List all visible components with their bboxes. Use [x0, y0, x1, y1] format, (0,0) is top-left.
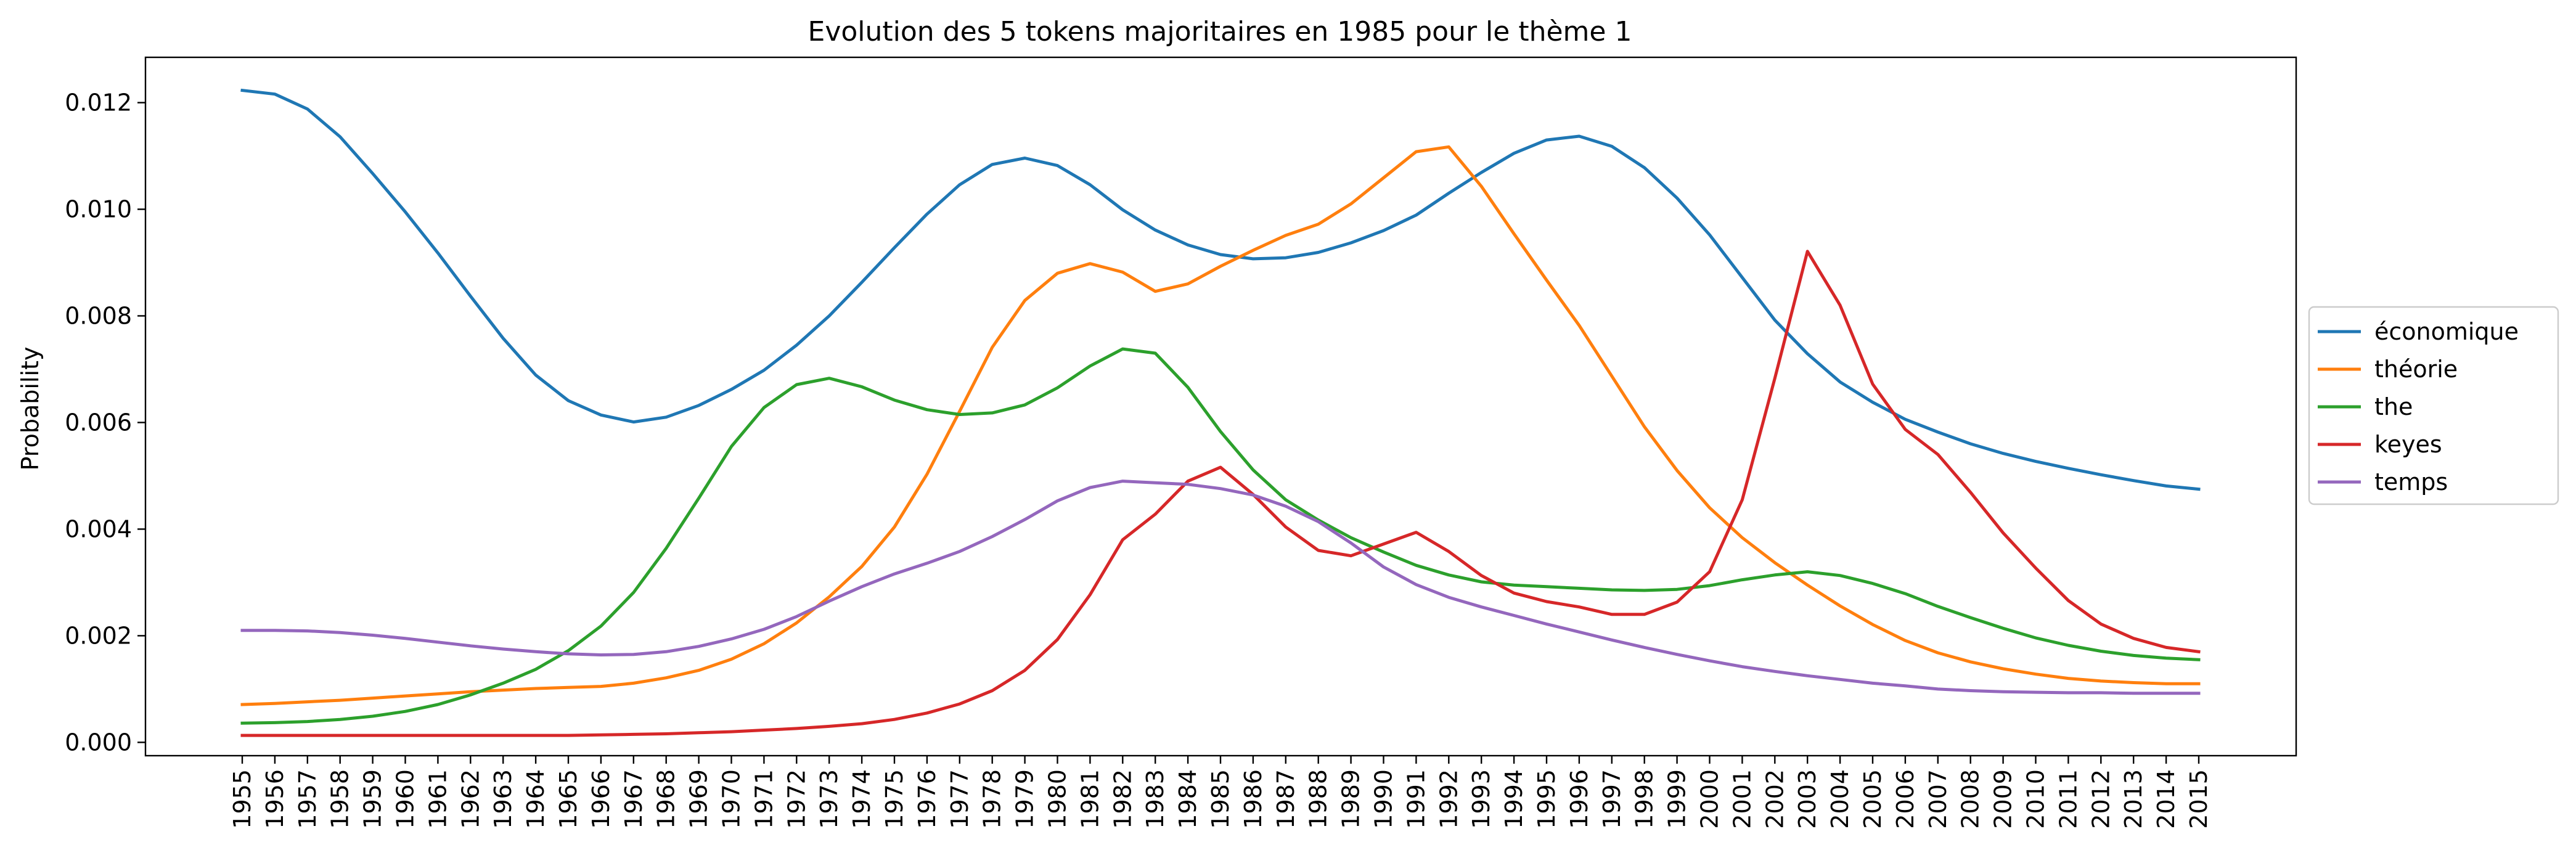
- x-axis-ticks: 1955 1956 1957 1958 1959 1960 1961 1962 1963 1964…: [229, 756, 2212, 829]
- x-tick-label: 2004: [1826, 769, 1854, 829]
- x-tick-label: 2009: [1990, 769, 2017, 829]
- x-tick-label: 1978: [979, 769, 1006, 829]
- legend-label-2: the: [2374, 393, 2413, 420]
- x-tick-label: 1968: [653, 769, 680, 829]
- legend-label-1: théorie: [2374, 356, 2458, 383]
- x-tick-label: 1956: [261, 769, 288, 829]
- y-tick-label: 0.006: [65, 409, 132, 436]
- series-line-1: [240, 145, 2201, 706]
- x-tick-label: 1977: [946, 769, 973, 829]
- y-tick-label: 0.002: [65, 622, 132, 649]
- x-tick-label: 1965: [555, 769, 582, 829]
- x-tick-label: 1973: [816, 769, 843, 829]
- x-tick-label: 1961: [424, 769, 451, 829]
- legend-box: [2308, 306, 2559, 505]
- x-tick-label: 1994: [1500, 769, 1527, 829]
- x-tick-label: 2002: [1761, 769, 1788, 829]
- x-tick-label: 1986: [1240, 769, 1267, 829]
- x-tick-label: 1958: [327, 769, 354, 829]
- x-tick-label: 2011: [2055, 769, 2082, 829]
- x-tick-label: 1990: [1370, 769, 1397, 829]
- x-tick-label: 2001: [1728, 769, 1756, 829]
- x-tick-label: 2008: [1957, 769, 1984, 829]
- x-tick-label: 1979: [1012, 769, 1039, 829]
- x-tick-label: 2003: [1794, 769, 1821, 829]
- x-tick-label: 1971: [750, 769, 777, 829]
- x-tick-label: 1999: [1664, 769, 1691, 829]
- x-tick-label: 1966: [587, 769, 615, 829]
- legend-label-4: temps: [2374, 468, 2448, 496]
- x-tick-label: 1964: [522, 769, 549, 829]
- legend-label-3: keyes: [2374, 431, 2442, 458]
- x-tick-label: 1975: [881, 769, 908, 829]
- x-tick-label: 1983: [1142, 769, 1169, 829]
- x-tick-label: 2006: [1892, 769, 1919, 829]
- series-line-0: [240, 88, 2201, 491]
- x-tick-label: 1969: [685, 769, 713, 829]
- plot-frame: [144, 56, 2297, 757]
- x-tick-label: 2000: [1696, 769, 1723, 829]
- x-tick-label: 1995: [1533, 769, 1560, 829]
- y-tick-label: 0.012: [65, 89, 132, 116]
- y-axis-ticks: 0.000 0.002 0.004 0.006 0.008 0.010 0.012: [65, 89, 145, 756]
- x-tick-label: 2014: [2153, 769, 2180, 829]
- x-tick-label: 1957: [294, 769, 321, 829]
- x-tick-label: 2007: [1924, 769, 1952, 829]
- x-tick-label: 1985: [1207, 769, 1234, 829]
- x-tick-label: 1972: [783, 769, 810, 829]
- x-tick-label: 1981: [1076, 769, 1103, 829]
- x-tick-label: 1989: [1338, 769, 1365, 829]
- x-tick-label: 1959: [359, 769, 386, 829]
- series-line-2: [240, 347, 2201, 725]
- x-tick-label: 1982: [1109, 769, 1136, 829]
- x-tick-label: 1976: [914, 769, 941, 829]
- x-tick-label: 2015: [2185, 769, 2212, 829]
- x-tick-label: 2005: [1859, 769, 1886, 829]
- series-line-3: [240, 250, 2201, 737]
- x-tick-label: 1960: [392, 769, 419, 829]
- x-tick-label: 1996: [1566, 769, 1593, 829]
- series-line-4: [240, 480, 2201, 695]
- chart-title: Evolution des 5 tokens majoritaires en 1…: [808, 16, 1632, 47]
- x-tick-label: 1998: [1631, 769, 1658, 829]
- x-tick-label: 1967: [620, 769, 647, 829]
- x-tick-label: 2012: [2087, 769, 2114, 829]
- x-tick-label: 1974: [848, 769, 875, 829]
- x-tick-label: 1984: [1174, 769, 1201, 829]
- y-tick-label: 0.008: [65, 302, 132, 329]
- x-tick-label: 1980: [1044, 769, 1071, 829]
- x-tick-label: 1970: [718, 769, 745, 829]
- y-tick-label: 0.010: [65, 195, 132, 223]
- x-tick-label: 1997: [1598, 769, 1625, 829]
- y-axis-label: Probability: [17, 347, 44, 471]
- x-tick-label: 1988: [1305, 769, 1332, 829]
- series-layer: [240, 88, 2201, 737]
- y-tick-label: 0.000: [65, 729, 132, 756]
- x-tick-label: 1992: [1435, 769, 1462, 829]
- x-tick-label: 1991: [1402, 769, 1429, 829]
- x-tick-label: 1955: [229, 769, 256, 829]
- x-tick-label: 1963: [489, 769, 517, 829]
- x-tick-label: 1987: [1272, 769, 1299, 829]
- legend-label-0: économique: [2374, 318, 2519, 345]
- x-tick-label: 2010: [2022, 769, 2050, 829]
- x-tick-label: 1962: [457, 769, 484, 829]
- y-tick-label: 0.004: [65, 515, 132, 542]
- legend: économique théorie the keyes temps: [2308, 306, 2559, 505]
- x-tick-label: 1993: [1468, 769, 1495, 829]
- x-tick-label: 2013: [2120, 769, 2147, 829]
